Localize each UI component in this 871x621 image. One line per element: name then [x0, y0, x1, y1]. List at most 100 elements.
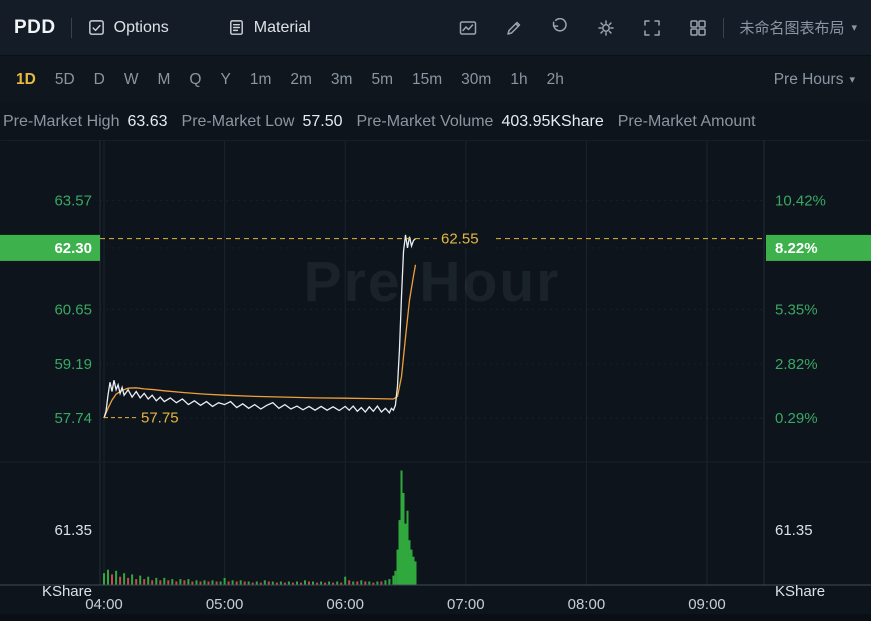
material-label: Material — [253, 18, 311, 36]
volume-bar — [231, 580, 234, 585]
timeframe-3m[interactable]: 3m — [330, 70, 353, 88]
premarket-info-bar: Pre-Market High 63.63 Pre-Market Low 57.50 P… — [0, 103, 871, 140]
timeframe-bar: 1D 5D D W M Q Y 1m 2m 3m 5m 15m 30m 1h 2h Pre Hours ▾ — [0, 56, 871, 103]
material-button[interactable]: Material — [227, 18, 311, 37]
volume-bar — [368, 581, 371, 585]
current-price-label: 62.55 — [441, 231, 479, 248]
timeframe-2m[interactable]: 2m — [290, 70, 312, 88]
volume-bar — [251, 582, 254, 585]
session-selector[interactable]: Pre Hours ▾ — [774, 71, 855, 89]
timeframe-15m[interactable]: 15m — [412, 70, 443, 88]
header-toolbar: PDD Options Material — [0, 0, 871, 56]
chart-canvas[interactable]: Pre Hour 62.55 57.75 63.57 62.30 60.65 59.19 57… — [0, 140, 871, 621]
volume-bar — [402, 493, 405, 585]
percent-axis-label: 10.42% — [775, 193, 826, 210]
timeframe-1h[interactable]: 1h — [510, 70, 528, 88]
options-button[interactable]: Options — [87, 18, 169, 37]
open-price-label: 57.75 — [141, 410, 179, 427]
volume-axis-label: 61.35 — [54, 522, 92, 539]
volume-unit-label: KShare — [42, 583, 92, 600]
volume-bar — [267, 581, 270, 585]
chart-snapshot-button[interactable] — [458, 18, 478, 38]
timeframe-1d[interactable]: 1D — [16, 70, 36, 88]
time-axis-label: 04:00 — [85, 596, 123, 613]
volume-bar — [372, 582, 375, 585]
timeframe-5m[interactable]: 5m — [371, 70, 394, 88]
settings-button[interactable] — [596, 18, 616, 38]
chevron-down-icon: ▾ — [849, 74, 855, 86]
percent-axis-label: 8.22% — [775, 240, 818, 257]
time-axis-label: 08:00 — [568, 596, 606, 613]
volume-bar — [388, 579, 391, 585]
divider — [723, 17, 725, 38]
info-value: 403.95KShare — [501, 112, 604, 130]
volume-bar — [111, 574, 113, 585]
time-axis-label: 05:00 — [206, 596, 244, 613]
session-watermark: Pre Hour — [304, 250, 561, 314]
time-axis-label: 09:00 — [688, 596, 726, 613]
draw-button[interactable] — [504, 18, 524, 38]
reset-button[interactable] — [550, 17, 570, 38]
volume-bar — [344, 576, 347, 585]
volume-bar — [414, 561, 417, 585]
timeframe-y[interactable]: Y — [220, 70, 231, 88]
current-price-label-bg — [437, 229, 492, 249]
volume-bar — [203, 580, 206, 585]
layout-grid-button[interactable] — [688, 18, 708, 38]
volume-bar — [271, 581, 274, 585]
price-axis-label: 59.19 — [54, 356, 92, 373]
volume-bar — [151, 580, 154, 585]
volume-bar — [103, 573, 105, 585]
volume-bar — [394, 570, 397, 585]
session-label: Pre Hours — [773, 70, 844, 88]
material-icon — [229, 20, 243, 35]
volume-bar — [296, 581, 298, 585]
volume-bar — [308, 581, 310, 585]
volume-bar — [320, 581, 323, 585]
volume-bar — [247, 581, 250, 585]
draw-icon — [507, 21, 521, 35]
price-axis-label: 60.65 — [54, 301, 92, 318]
timeframe-d[interactable]: D — [93, 70, 105, 88]
volume-bar — [119, 576, 122, 585]
volume-bar — [235, 581, 238, 585]
timeframe-5d[interactable]: 5D — [54, 70, 75, 88]
layout-grid-icon — [690, 19, 707, 36]
timeframe-2h[interactable]: 2h — [546, 70, 564, 88]
fullscreen-button[interactable] — [642, 18, 662, 38]
timeframe-q[interactable]: Q — [189, 70, 202, 88]
timeframe-1m[interactable]: 1m — [249, 70, 272, 88]
volume-bar — [275, 582, 278, 585]
settings-icon — [598, 19, 615, 36]
volume-bar — [263, 580, 266, 585]
volume-bar — [135, 579, 138, 585]
volume-bar — [215, 581, 218, 585]
volume-bar — [384, 580, 387, 585]
volume-bar — [340, 582, 343, 585]
volume-bar — [312, 581, 314, 585]
percent-axis-label: 0.29% — [775, 410, 818, 427]
volume-bar — [332, 582, 335, 585]
price-highlight-left — [0, 234, 100, 261]
price-axis-label: 57.74 — [54, 410, 92, 427]
timeframe-m[interactable]: M — [157, 70, 171, 88]
volume-bar — [283, 582, 286, 585]
volume-bar — [191, 581, 194, 585]
percent-highlight-right — [766, 234, 871, 261]
timeframe-30m[interactable]: 30m — [461, 70, 492, 88]
volume-bar — [291, 582, 294, 585]
volume-bar — [199, 581, 202, 585]
fullscreen-icon — [644, 19, 661, 36]
info-label: Pre-Market Amount — [617, 112, 756, 130]
volume-bar — [380, 581, 383, 585]
chart-layout-select[interactable]: 未命名图表布局 ▾ — [739, 17, 857, 38]
chart-snapshot-icon — [460, 20, 477, 35]
volume-bar — [398, 520, 401, 585]
volume-bar — [187, 579, 190, 585]
volume-bar — [316, 582, 319, 585]
chart-area[interactable]: Pre Hour 62.55 57.75 63.57 62.30 60.65 59.19 57… — [0, 140, 871, 621]
info-label: Pre-Market Low — [181, 112, 295, 130]
timeframe-w[interactable]: W — [123, 70, 139, 88]
symbol-title: PDD — [14, 16, 56, 38]
volume-bar — [163, 577, 166, 585]
